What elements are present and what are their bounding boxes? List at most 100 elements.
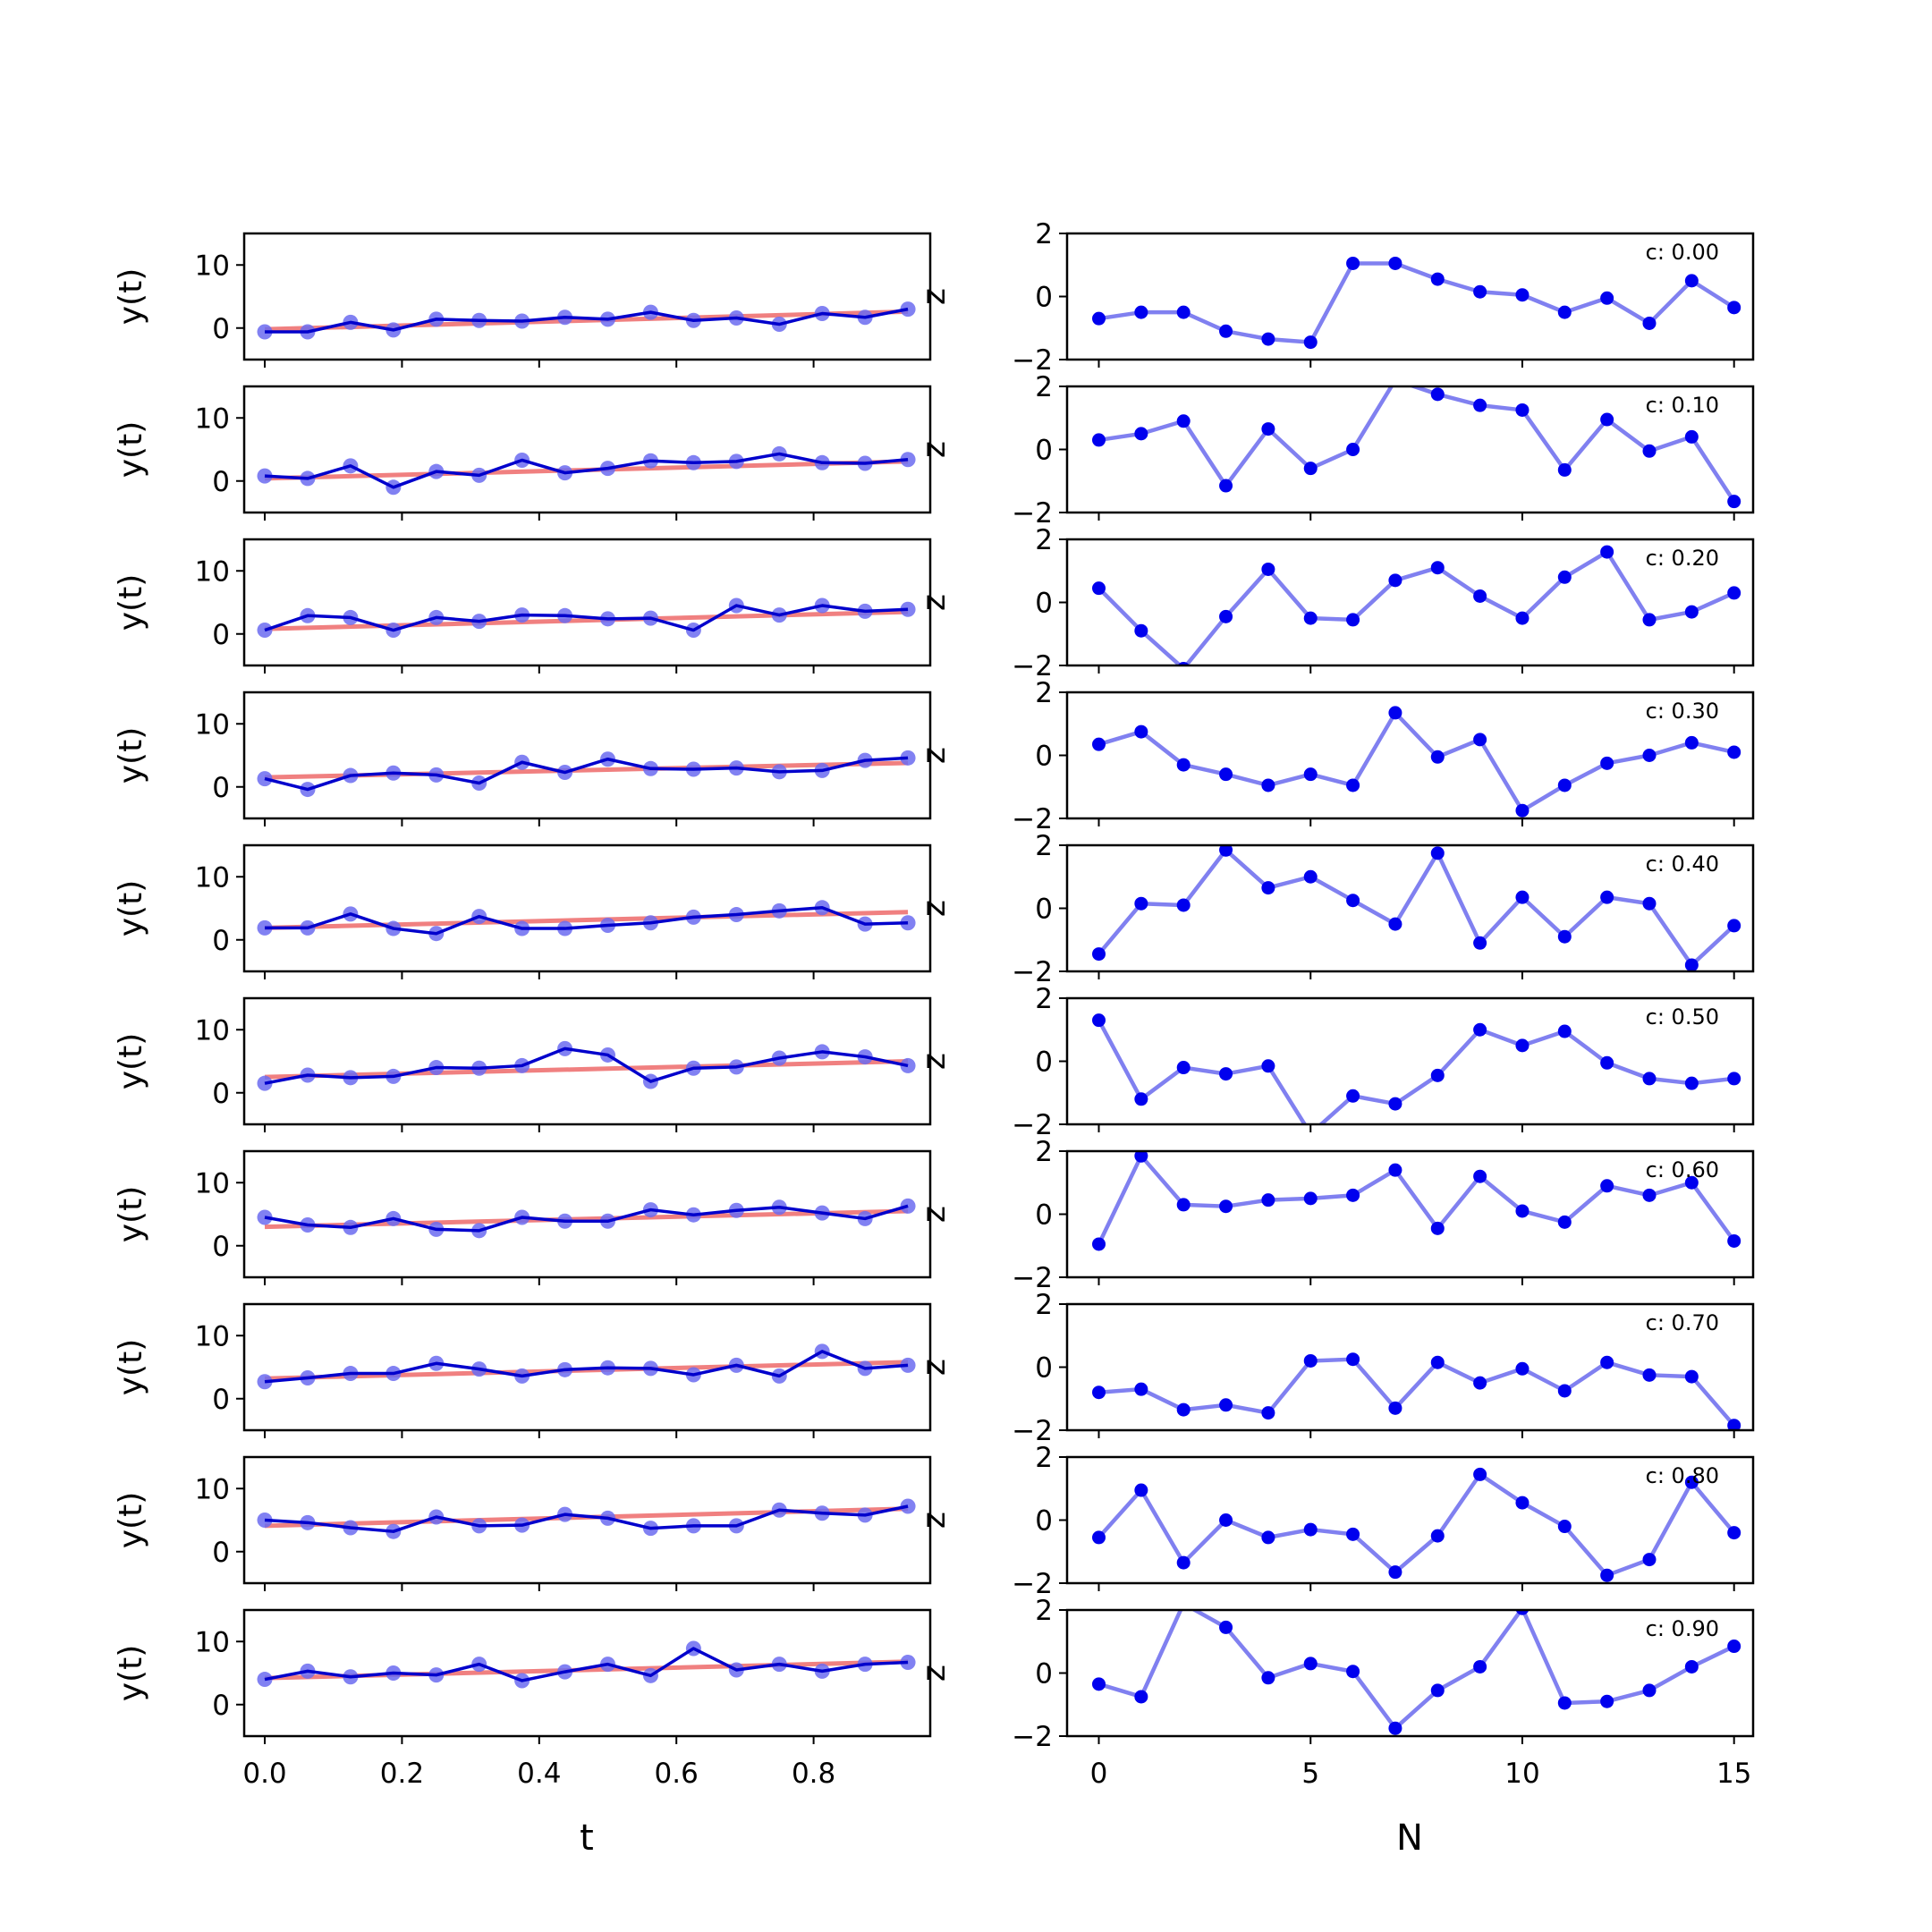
y-tick-label: 0 [1035, 1199, 1053, 1232]
right-plot-area [1092, 1013, 1741, 1124]
x-tick-label: 10 [1504, 1758, 1539, 1790]
noise-point [1684, 274, 1699, 288]
noise-point [1473, 733, 1487, 747]
noise-point [1261, 1530, 1275, 1545]
noise-point [1388, 1401, 1402, 1415]
panel-annotation: c: 0.10 [1646, 393, 1719, 418]
series-line [264, 756, 909, 792]
x-tick-label: 15 [1716, 1758, 1751, 1790]
y-tick-label: −2 [1012, 1415, 1053, 1447]
noise-point [1600, 756, 1614, 770]
noise-point [1092, 581, 1106, 596]
noise-point [1303, 869, 1318, 884]
noise-point [1642, 613, 1657, 627]
x-tick-label: 0.4 [517, 1758, 561, 1790]
right-plot-area [1092, 1467, 1741, 1582]
left-plot-area [257, 1040, 916, 1091]
noise-point [1557, 1520, 1572, 1534]
noise-point [1727, 1526, 1741, 1540]
noise-point [1430, 1529, 1445, 1543]
noise-point [1515, 803, 1530, 818]
y-tick-label: −2 [1012, 650, 1053, 682]
left-panel-3: 0 10 y(t) [113, 691, 932, 826]
y-axis-label: z [916, 1512, 953, 1529]
noise-line [1097, 1472, 1736, 1578]
noise-point [1557, 1024, 1572, 1038]
noise-point [1092, 947, 1106, 962]
x-tick-label: 0.0 [242, 1758, 286, 1790]
noise-point [1134, 1483, 1148, 1497]
noise-point [1600, 291, 1614, 305]
fit-line [264, 1059, 909, 1080]
noise-point [1557, 1384, 1572, 1398]
noise-point [1346, 1188, 1360, 1202]
series-line [264, 1350, 909, 1384]
x-tick-label: 5 [1301, 1758, 1319, 1790]
noise-point [1727, 745, 1741, 759]
noise-point [1303, 335, 1318, 350]
y-tick-label: −2 [1012, 344, 1053, 377]
right-plot-area [1092, 1610, 1741, 1735]
left-panel-5: 0 10 y(t) [113, 996, 932, 1132]
panel-annotation: c: 0.90 [1646, 1616, 1719, 1641]
noise-line [1097, 848, 1736, 968]
y-tick-label: 10 [195, 1626, 230, 1658]
noise-point [1515, 402, 1530, 417]
left-plot-area [257, 597, 916, 639]
y-axis-label: z [916, 900, 953, 917]
y-tick-label: 2 [1035, 371, 1053, 403]
y-tick-label: 10 [195, 1014, 230, 1046]
left-panel-column: 0 10 y(t) 0 10 y(t) 0 10 y(t) 0 10 y(t) 0 10 y(t) 0 10 y(… [113, 232, 932, 1790]
noise-point [1557, 305, 1572, 319]
y-tick-label: −2 [1012, 956, 1053, 988]
noise-point [1261, 422, 1275, 436]
left-plot-area [257, 445, 916, 496]
left-panel-frame [242, 843, 932, 973]
panel-annotation: c: 0.00 [1646, 240, 1719, 265]
noise-line [1097, 1610, 1735, 1731]
noise-point [1092, 433, 1106, 447]
y-tick-label: 0 [1035, 1658, 1053, 1690]
y-tick-label: 0 [1035, 435, 1053, 467]
y-axis-label: z [916, 594, 953, 611]
noise-point [1642, 316, 1657, 330]
y-tick-label: 10 [195, 402, 230, 435]
y-axis-label: z [916, 1665, 953, 1682]
series-line [264, 1046, 909, 1085]
y-tick-label: 10 [195, 1473, 230, 1505]
y-axis-label: y(t) [113, 421, 149, 479]
noise-point [1219, 1067, 1233, 1081]
left-panel-frame [242, 691, 932, 820]
noise-point [1261, 778, 1275, 792]
noise-line [1097, 1019, 1734, 1124]
noise-point [1684, 429, 1699, 444]
noise-point [1473, 1169, 1487, 1183]
y-tick-label: 10 [195, 1320, 230, 1352]
noise-point [1557, 570, 1572, 584]
noise-point [1176, 305, 1191, 319]
noise-point [1176, 1198, 1191, 1212]
noise-point [1515, 288, 1530, 302]
left-panel-frame [242, 538, 932, 667]
left-plot-area [257, 1198, 916, 1239]
noise-point [1176, 898, 1191, 912]
noise-point [1388, 1163, 1402, 1177]
y-tick-label: 0 [1035, 1046, 1053, 1079]
y-tick-label: −2 [1012, 1568, 1053, 1600]
y-tick-label: 0 [212, 619, 230, 651]
noise-point [1557, 1696, 1572, 1710]
left-plot-area [257, 1343, 916, 1390]
right-plot-area [1092, 706, 1741, 818]
left-x-axis-label: t [580, 1818, 594, 1859]
y-tick-label: 2 [1035, 218, 1053, 250]
noise-point [1557, 778, 1572, 792]
y-tick-label: 10 [195, 555, 230, 588]
left-panel-1: 0 10 y(t) [113, 385, 932, 521]
noise-point [1092, 1237, 1106, 1251]
left-panel-frame [242, 1149, 932, 1279]
series-line [264, 1204, 909, 1233]
y-tick-label: −2 [1012, 803, 1053, 835]
noise-point [1219, 767, 1233, 782]
